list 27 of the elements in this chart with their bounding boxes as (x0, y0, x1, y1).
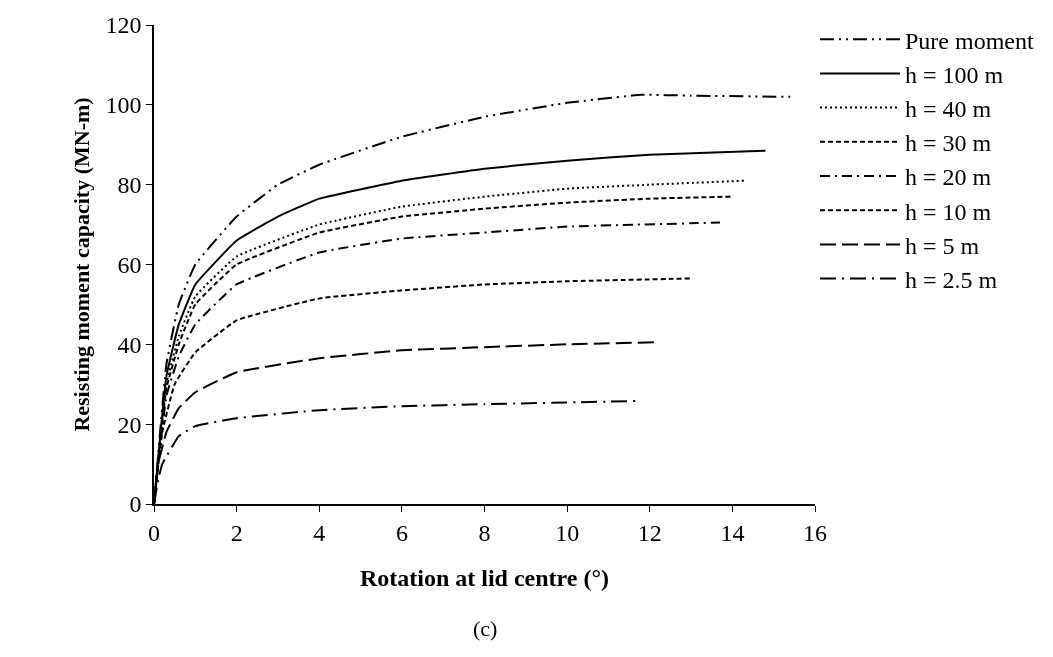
y-axis-title: Resisting moment capacity (MN-m) (68, 97, 94, 432)
x-tick-label: 16 (803, 519, 827, 546)
text: (c) (473, 616, 498, 641)
x-tick-label: 12 (637, 519, 662, 546)
x-tick-label: 14 (720, 519, 745, 546)
y-tick-label: 20 (117, 411, 142, 438)
y-tick-label: 80 (117, 172, 142, 199)
x-tick-label: 6 (395, 519, 408, 546)
legend-label: h = 20 m (905, 164, 992, 191)
x-tick-label: 0 (148, 519, 160, 546)
legend-label: Pure moment (905, 27, 1034, 54)
x-axis-title: Rotation at lid centre (°) (359, 565, 610, 592)
x-tick-label: 2 (230, 519, 243, 546)
x-tick-label: 8 (478, 519, 491, 546)
legend-label: h = 10 m (905, 198, 992, 225)
y-tick-label: 100 (105, 92, 142, 119)
y-tick-label: 40 (117, 331, 142, 358)
legend-label: h = 5 m (905, 232, 980, 259)
legend-label: h = 40 m (905, 95, 992, 122)
y-tick-label: 0 (129, 491, 142, 518)
y-tick-label: 120 (105, 12, 142, 39)
legend-label: h = 100 m (905, 61, 1004, 88)
legend-label: h = 30 m (905, 130, 992, 157)
legend-label: h = 2.5 m (905, 266, 998, 293)
x-tick-label: 4 (313, 519, 326, 546)
y-tick-label: 60 (117, 251, 142, 278)
x-tick-label: 10 (555, 519, 580, 546)
